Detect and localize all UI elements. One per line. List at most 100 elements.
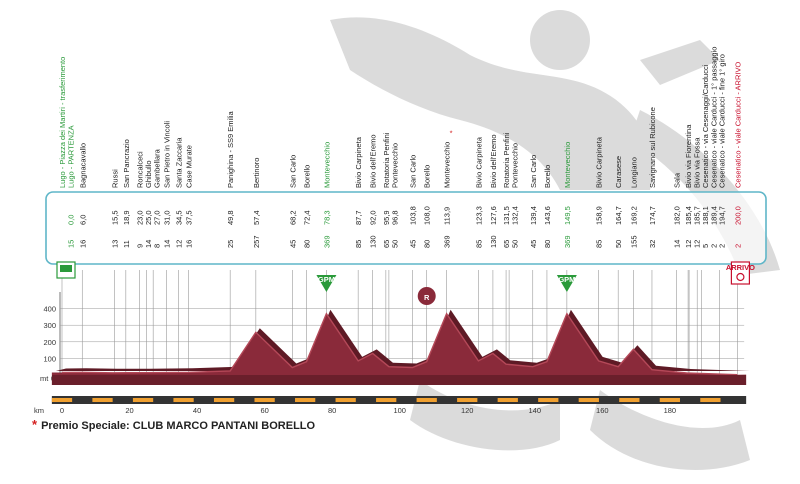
location-km: 49,8 <box>226 210 235 225</box>
road-dash <box>376 398 397 402</box>
location-km: 78,3 <box>322 210 331 225</box>
x-tick-label: 100 <box>393 406 406 415</box>
location-km: 18,9 <box>122 210 131 225</box>
location-altitude: 369 <box>443 235 452 248</box>
y-tick-label: 400 <box>43 305 56 314</box>
road-dash <box>416 398 437 402</box>
special-prize-star: * <box>32 417 38 432</box>
refuel-zone-icon <box>417 287 436 305</box>
location-altitude: 14 <box>144 240 153 248</box>
location-name: Bivio dell'Eremo <box>489 134 498 188</box>
location-name: Carasese <box>614 156 623 188</box>
location-altitude: 14 <box>673 240 682 248</box>
y-axis-unit-label: mt <box>40 374 49 383</box>
location-altitude: 155 <box>629 235 638 248</box>
location-km: 68,2 <box>288 210 297 225</box>
location-km: 131,5 <box>502 206 511 225</box>
location-name: Roncalceci <box>136 151 145 188</box>
x-tick-label: 40 <box>193 406 201 415</box>
location-altitude: 8 <box>152 244 161 248</box>
road-dash <box>578 398 599 402</box>
location-km: 189,4 <box>709 206 718 225</box>
x-tick-label: 80 <box>328 406 336 415</box>
location-name: Santa Zaccaria <box>175 137 184 188</box>
location-km: 164,7 <box>614 206 623 225</box>
location-name: Borello <box>302 165 311 188</box>
location-km: 23,0 <box>136 210 145 225</box>
finish-target-icon <box>736 272 745 282</box>
location-km: 34,5 <box>175 210 184 225</box>
location-km: 25,0 <box>144 210 153 225</box>
location-name: Lugo - PARTENZA <box>66 125 75 188</box>
location-name: Bivio Carpineta <box>474 136 483 188</box>
location-name: Bivio dell'Eremo <box>369 134 378 188</box>
location-name: Bagnacavallo <box>78 143 87 188</box>
start-flag-cloth <box>60 265 72 272</box>
location-altitude: 11 <box>122 240 131 248</box>
y-tick-label: 100 <box>43 354 56 363</box>
location-name: Savignano sul Rubicone <box>648 107 657 188</box>
location-name: Pontevecchio <box>390 143 399 188</box>
location-altitude: 65 <box>502 240 511 248</box>
location-altitude: 85 <box>474 240 483 248</box>
road-dash <box>51 398 73 402</box>
location-name: San Pietro in Vincoli <box>163 121 172 188</box>
location-km: 27,0 <box>152 210 161 225</box>
road-strip <box>51 396 747 404</box>
location-name: Pontevecchio <box>510 143 519 188</box>
location-km: 169,2 <box>629 206 638 225</box>
special-prize-text: Premio Speciale: CLUB MARCO PANTANI BORE… <box>41 420 316 432</box>
gpm-label: GPM <box>318 275 335 284</box>
location-km: 185,4 <box>684 206 693 225</box>
location-altitude: 85 <box>595 240 604 248</box>
location-name: Bivio Carpineta <box>595 136 604 188</box>
location-altitude: 9 <box>136 244 145 248</box>
location-altitude: 369 <box>322 235 331 248</box>
x-tick-label: 0 <box>60 406 64 415</box>
location-name: Montevecchio <box>563 142 572 188</box>
location-km: 149,5 <box>563 206 572 225</box>
location-altitude: 32 <box>648 240 657 248</box>
location-km: 139,4 <box>529 206 538 225</box>
location-altitude: 50 <box>614 240 623 248</box>
x-tick-label: 60 <box>260 406 268 415</box>
location-altitude: 15 <box>66 240 75 248</box>
location-km: 72,4 <box>302 210 311 225</box>
location-km: 188,1 <box>701 206 710 225</box>
location-altitude: 25 <box>226 240 235 248</box>
location-name: San Pancrazio <box>122 139 131 188</box>
location-name: Ghibullo <box>144 160 153 188</box>
location-altitude: 16 <box>78 240 87 248</box>
location-name: Longiano <box>629 157 638 188</box>
location-km: 174,7 <box>648 206 657 225</box>
location-altitude: 80 <box>543 240 552 248</box>
location-altitude: 130 <box>489 235 498 248</box>
location-km: 113,9 <box>443 207 452 225</box>
refuel-zone-label: R <box>424 293 430 302</box>
road-dash <box>497 398 518 402</box>
location-altitude: 65 <box>382 240 391 248</box>
location-name: Sala <box>673 172 682 188</box>
road-dash <box>132 398 154 402</box>
location-km: 37,5 <box>185 210 194 225</box>
location-altitude: 12 <box>175 240 184 248</box>
x-tick-label: 160 <box>596 406 609 415</box>
road-dash <box>173 398 194 402</box>
x-tick-label: 140 <box>529 406 542 415</box>
location-altitude: 80 <box>423 240 432 248</box>
location-altitude: 12 <box>684 240 693 248</box>
location-name: San Carlo <box>409 155 418 188</box>
location-km: 185,7 <box>692 206 701 225</box>
location-km: 123,3 <box>474 206 483 225</box>
location-km: 132,4 <box>510 206 519 225</box>
x-tick-label: 120 <box>461 406 474 415</box>
location-name: Lugo - Piazza dei Martiri - trasferiment… <box>58 57 67 188</box>
location-km: 92,0 <box>369 210 378 225</box>
location-name: Rotatoria Penfini <box>502 132 511 188</box>
profile-base-band <box>51 375 747 385</box>
location-altitude: 45 <box>409 240 418 248</box>
road-dash <box>254 398 275 402</box>
location-altitude: 14 <box>163 240 172 248</box>
location-km: 6,0 <box>78 215 87 225</box>
location-km: 103,8 <box>409 206 418 225</box>
